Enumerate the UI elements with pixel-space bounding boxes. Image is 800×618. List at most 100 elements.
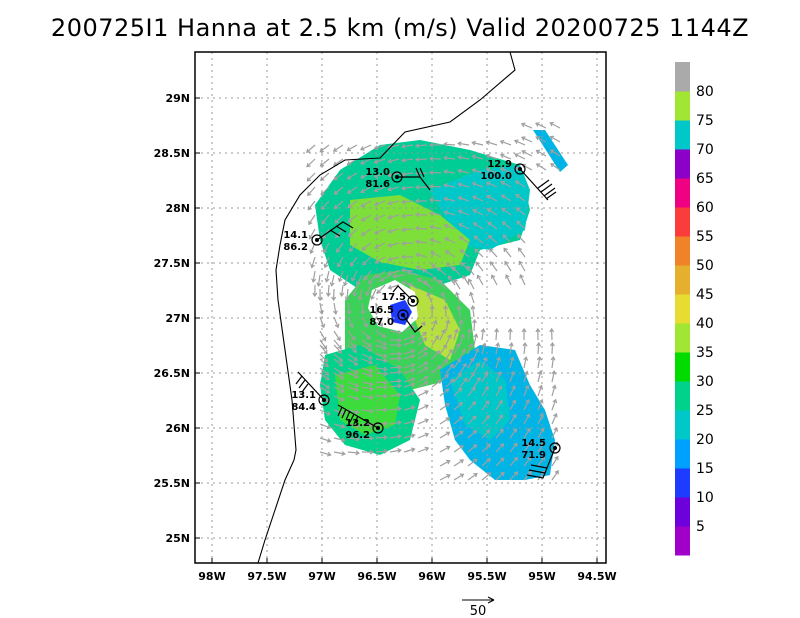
wind-vector-arrow	[336, 242, 344, 253]
wind-vector-arrow	[389, 434, 402, 440]
station-marker: 17.5	[381, 285, 419, 307]
wind-vector-arrow	[360, 214, 372, 222]
wind-vector-arrow	[507, 327, 513, 341]
colorbar-segment	[675, 526, 690, 556]
lon-label: 97W	[308, 570, 335, 583]
colorbar-label: 25	[696, 403, 714, 419]
wind-vector-arrow	[521, 327, 527, 341]
station-value-label: 84.4	[291, 402, 316, 413]
wind-vector-arrow	[361, 394, 374, 400]
wind-vector-arrow	[500, 167, 512, 174]
wind-vector-arrow	[347, 214, 358, 223]
station-marker: 13.0 81.6	[365, 167, 431, 191]
wind-vector-arrow	[439, 417, 451, 425]
wind-vector-arrow	[400, 254, 414, 260]
wind-vector-arrow	[486, 208, 498, 216]
wind-vector-arrow	[333, 330, 341, 342]
wind-vector-arrow	[429, 197, 442, 203]
wind-vector-arrow	[505, 274, 512, 286]
wind-vector-arrow	[523, 384, 530, 397]
wind-vector-arrow	[406, 270, 419, 276]
wind-vector-arrow	[373, 172, 386, 179]
wind-vector-arrow	[375, 330, 387, 338]
wind-vector-arrow	[400, 227, 414, 233]
wind-vector-arrow	[363, 270, 372, 281]
wind-vector-arrow	[403, 405, 416, 411]
wind-vector-arrow	[387, 242, 400, 248]
wind-vector-arrow	[445, 334, 452, 346]
wind-vector-arrow	[357, 288, 363, 301]
wind-vector-arrow	[473, 235, 484, 244]
wind-barb	[295, 371, 325, 401]
wind-vector-arrow	[494, 327, 500, 341]
wind-vector-arrow	[509, 471, 519, 481]
colorbar-segment	[675, 468, 690, 498]
wind-vector-arrow	[361, 228, 372, 236]
wind-vector-arrow	[319, 144, 330, 153]
wind-vector-arrow	[475, 261, 484, 272]
wind-vector-arrow	[389, 392, 402, 398]
wind-vector-arrow	[333, 339, 342, 350]
wind-vector-arrow	[333, 372, 345, 380]
wind-vector-arrow	[457, 182, 470, 188]
wind-vector-arrow	[522, 342, 528, 355]
lon-label: 96.5W	[357, 570, 396, 583]
wind-vector-arrow	[403, 433, 416, 439]
wind-vectors	[305, 121, 561, 481]
wind-vector-arrow	[467, 429, 478, 439]
wind-vector-arrow	[387, 214, 400, 220]
wind-vector-arrow	[438, 279, 447, 290]
wind-vector-arrow	[401, 199, 414, 205]
wind-vector-arrow	[319, 358, 329, 368]
wind-vector-arrow	[375, 448, 389, 454]
wind-vector-arrow	[439, 388, 450, 397]
wind-vector-arrow	[487, 221, 498, 230]
wind-vector-arrow	[337, 270, 344, 283]
wind-vector-arrow	[523, 399, 530, 411]
wind-vector-arrow	[319, 353, 329, 363]
wind-vector-arrow	[495, 457, 505, 467]
wind-vector-arrow	[316, 274, 322, 287]
wind-vector-arrow	[403, 377, 416, 383]
wind-vector-arrow	[403, 382, 416, 388]
wind-vector-arrow	[537, 413, 544, 425]
lon-label: 98W	[198, 570, 225, 583]
wind-vector-arrow	[415, 252, 428, 258]
wind-vector-arrow	[417, 361, 429, 369]
wind-vector-arrow	[472, 222, 484, 230]
wind-vector-arrow	[417, 381, 429, 388]
wind-vector-arrow	[550, 163, 561, 171]
wind-vector-arrow	[502, 234, 512, 244]
wind-vector-arrow	[467, 342, 474, 355]
wind-vector-arrow	[347, 395, 360, 401]
colorbar-label: 10	[696, 490, 714, 506]
wind-vector-arrow	[347, 381, 360, 388]
wind-vector-arrow	[486, 194, 498, 202]
colorbar-label: 60	[696, 200, 714, 216]
wind-vector-arrow	[389, 342, 403, 348]
wind-vector-arrow	[523, 413, 531, 425]
wind-vector-arrow	[322, 242, 330, 254]
wind-vector-arrow	[462, 274, 470, 286]
wind-vector-arrow	[375, 344, 388, 351]
wind-vector-arrow	[488, 247, 498, 258]
wind-vector-arrow	[389, 406, 402, 412]
wind-vector-arrow	[458, 223, 470, 230]
wind-vector-arrow	[361, 386, 374, 392]
wind-vector-arrow	[387, 172, 400, 178]
wind-vector-arrow	[333, 186, 344, 195]
wind-vector-arrow	[375, 434, 389, 440]
wind-vector-arrow	[324, 270, 330, 283]
wind-vector-arrow	[417, 352, 429, 360]
wind-vector-arrow	[471, 168, 484, 174]
wind-vector-arrow	[431, 335, 439, 346]
wind-vector-arrow	[306, 172, 316, 182]
wind-vector-arrow	[490, 261, 498, 272]
wind-vector-arrow	[310, 256, 316, 269]
wind-vector-arrow	[503, 247, 512, 258]
wind-vector-arrow	[389, 356, 403, 362]
wind-vector-arrow	[453, 416, 464, 425]
station-marker: 16.5 87.0	[369, 305, 423, 333]
colorbar-label: 50	[696, 258, 714, 274]
lon-label: 95.5W	[467, 570, 506, 583]
